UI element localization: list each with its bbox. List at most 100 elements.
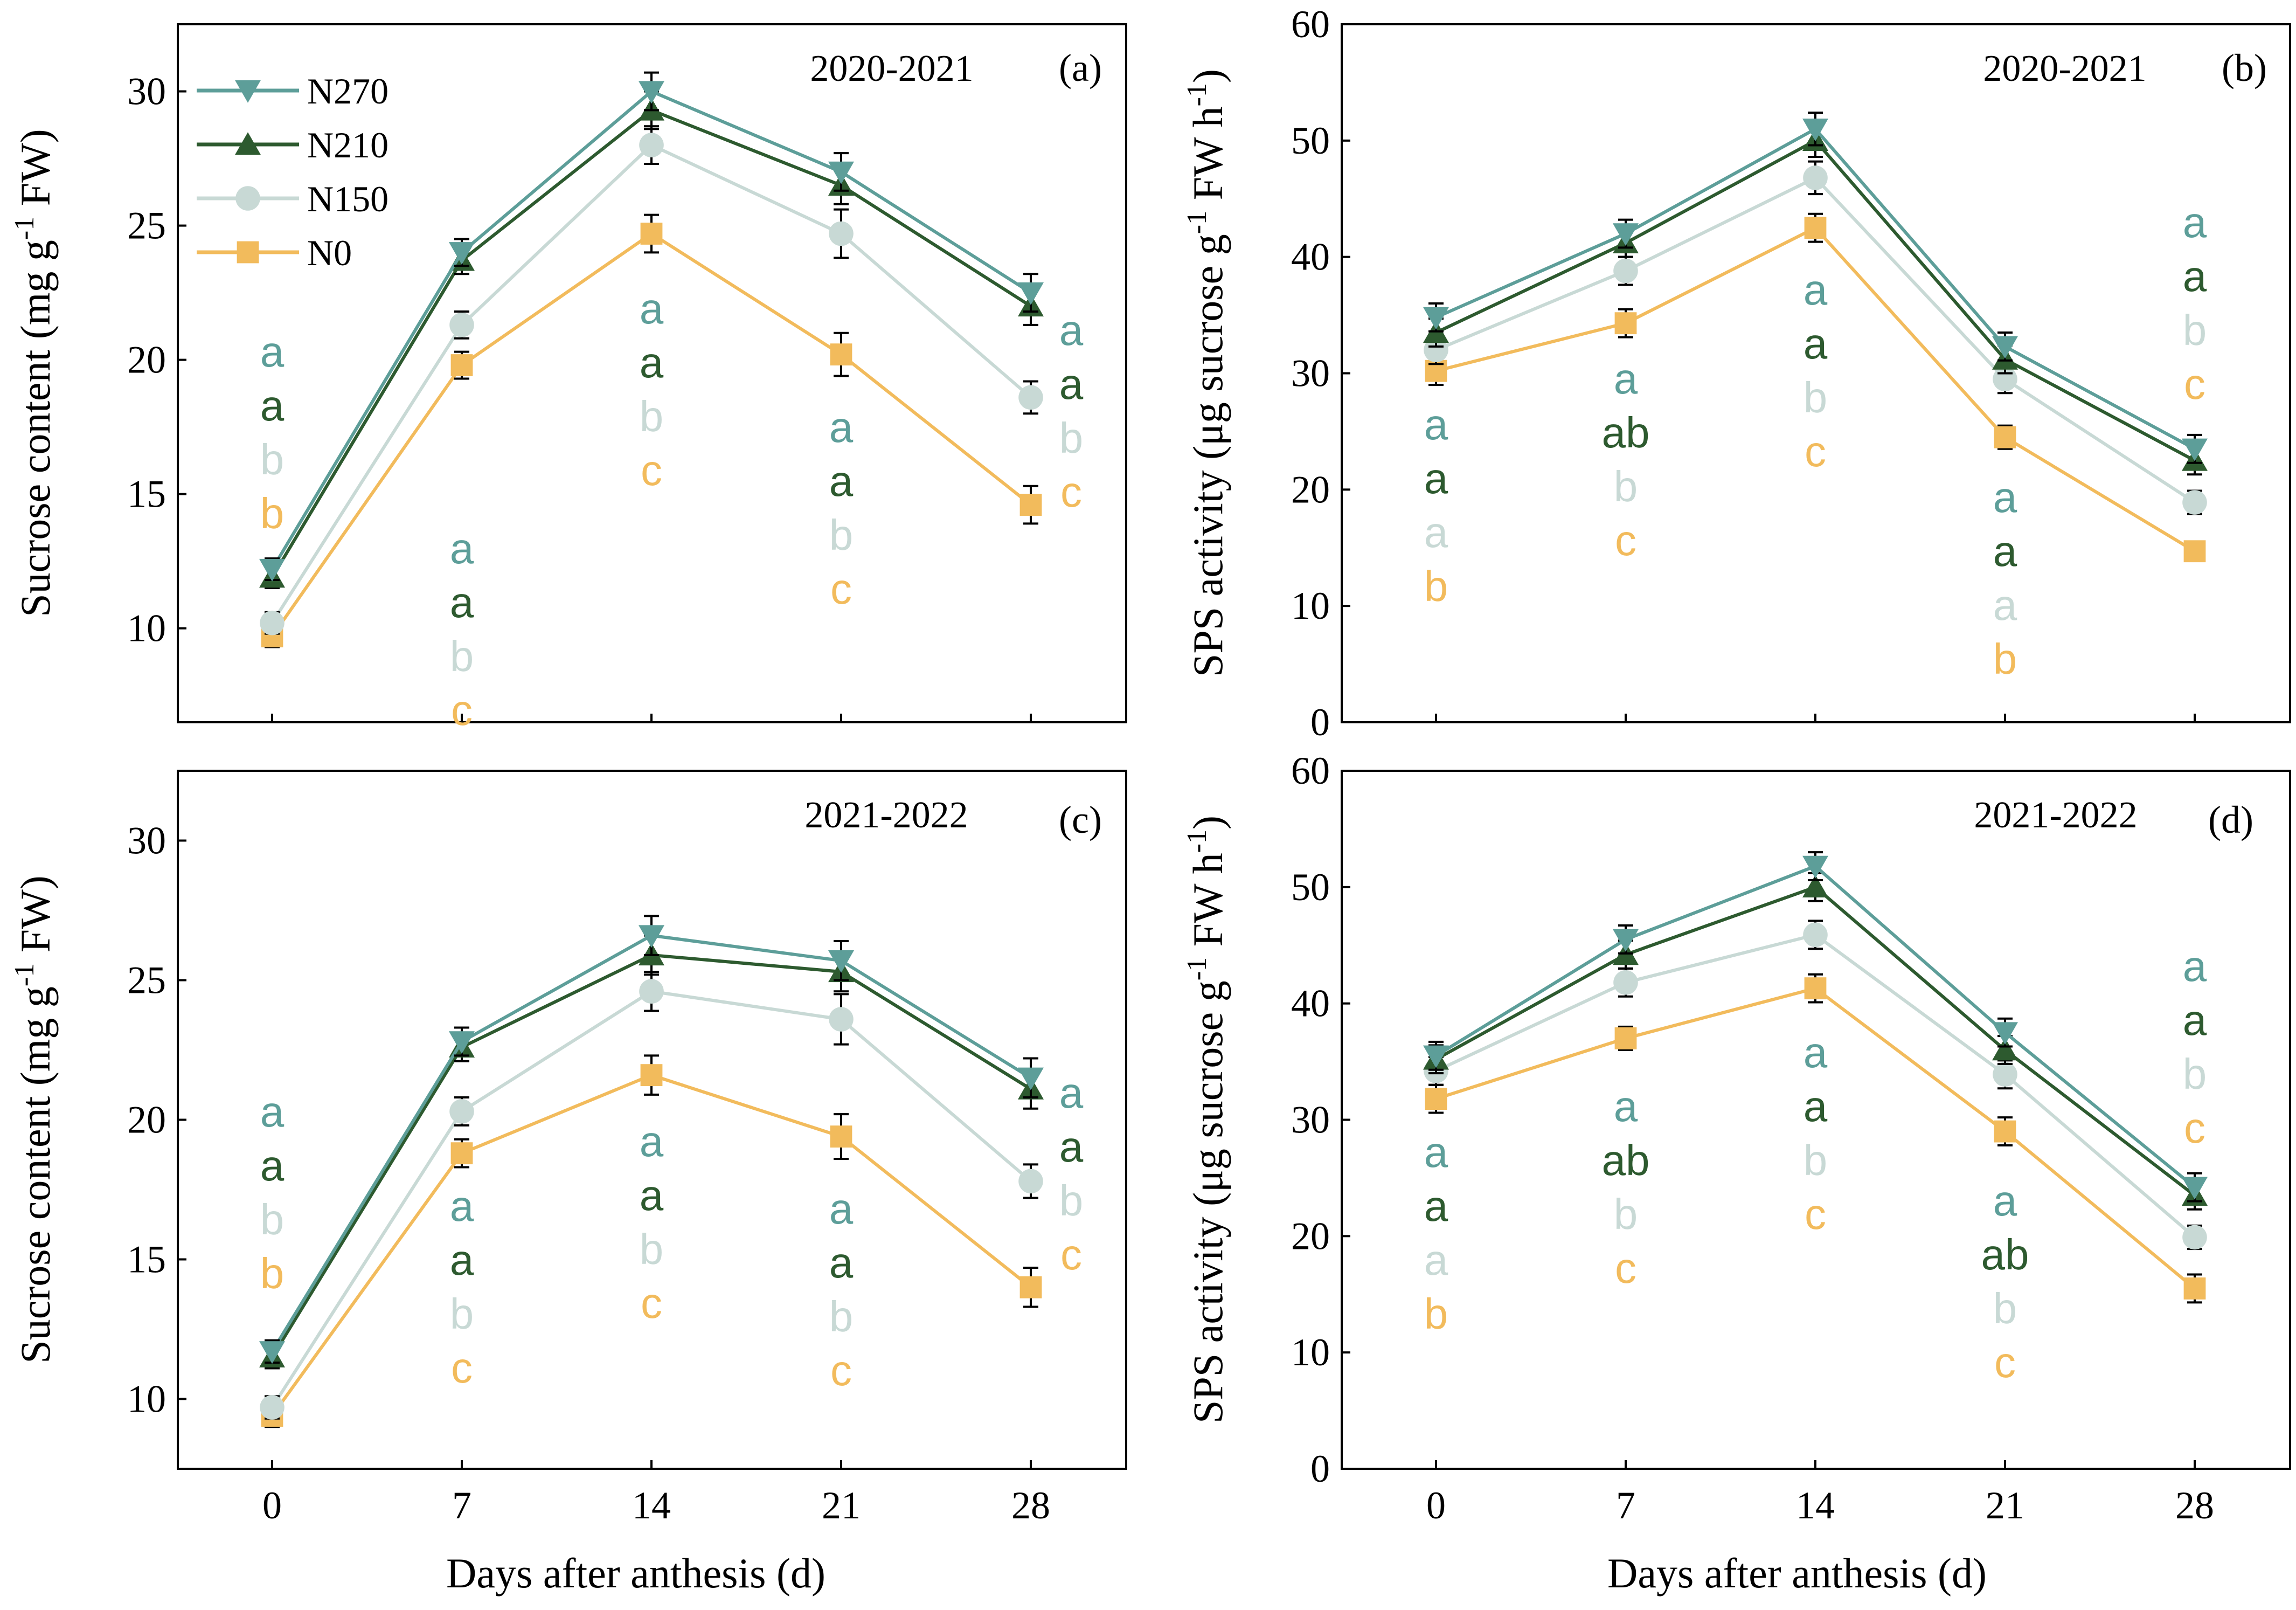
sig-letter-n210: a [260,1142,285,1190]
sig-letter-n150: b [829,511,854,559]
y-tick-label: 30 [1291,352,1330,395]
data-point [449,1031,475,1054]
data-point [1018,1169,1043,1194]
sig-letter-n210: a [829,1239,854,1287]
sig-letter-n0: b [260,489,285,537]
data-point [1424,337,1448,363]
data-point [1423,1045,1449,1068]
legend-item-n150: N150 [197,178,389,219]
series-n150 [260,970,1043,1420]
year-label: 2020-2021 [810,48,973,89]
x-tick-label: 0 [1426,1484,1446,1527]
data-point [450,1142,473,1165]
sig-letter-n0: b [1424,562,1448,610]
sig-letter-n210: a [1803,320,1828,368]
sig-letter-n270: a [260,1088,285,1136]
x-tick-label: 21 [1986,1484,2024,1527]
year-label: 2020-2021 [1983,48,2146,89]
data-point [1993,1062,2017,1087]
sig-letter-n270: a [1424,1128,1448,1176]
sig-letter-n0: b [1424,1290,1448,1338]
sig-letter-n150: b [260,1196,285,1243]
y-tick-label: 20 [127,338,166,382]
sig-letter-n270: a [2183,198,2207,246]
sig-letter-n0: c [830,1346,852,1394]
data-point [1613,970,1638,995]
sig-letter-n150: a [1993,581,2017,629]
data-point [2182,490,2207,515]
sig-letter-n210: ab [1602,409,1650,457]
sig-letter-n210: a [2183,996,2207,1044]
y-tick-label: 60 [1291,749,1330,792]
sig-letter-n150: b [450,632,474,680]
sig-letter-n150: b [2183,306,2207,354]
series-layer [1423,112,2208,563]
data-point [1992,1038,2018,1061]
data-point [1425,1088,1447,1110]
data-point [449,313,474,337]
sig-letter-n270: a [2183,942,2207,990]
y-tick-label: 30 [127,70,166,113]
sig-letter-n150: b [1803,1136,1828,1184]
data-point [1018,1067,1044,1090]
legend-label: N0 [307,232,352,273]
ticks: 0 10 20 30 40 50 60 [1291,3,2196,744]
data-point [450,354,473,376]
sig-letter-n150: a [1424,1236,1448,1284]
sig-letter-n210: a [1424,454,1448,502]
ticks: 10 15 20 25 30 [127,70,1032,722]
data-point [449,242,475,265]
data-point [1803,165,1828,190]
y-tick-label: 20 [127,1098,166,1142]
x-axis-title: Days after anthesis (d) [446,1550,826,1597]
series-layer [1423,851,2208,1304]
sig-letter-n270: a [640,1117,664,1165]
series-layer [259,71,1044,648]
data-point [1994,1120,2016,1143]
y-tick-label: 30 [127,819,166,862]
series-n270 [1423,851,2208,1203]
y-tick-label: 25 [127,204,166,247]
sig-letter-n150: b [1803,374,1828,421]
sig-letter-n210: ab [1981,1231,2029,1279]
sig-letter-n150: b [1614,1190,1638,1238]
y-axis-title: SPS activity (μg sucrose g-1 FW h-1) [1182,69,1231,677]
sig-letter-n270: a [640,285,664,333]
data-point [640,223,663,245]
sig-letter-n150: a [1424,508,1448,556]
data-point [1804,217,1827,239]
sig-letter-n210: a [1059,1123,1084,1171]
sig-letter-n270: a [1803,266,1828,314]
ticks: 0 10 20 30 40 50 60 0 7 14 21 28 [1291,749,2214,1527]
series-layer [259,915,1044,1428]
sig-letter-n0: c [1615,516,1636,564]
data-point [2183,540,2206,563]
data-point [1018,282,1044,305]
data-point [1803,922,1828,948]
data-point [1992,1022,2018,1045]
sig-letter-n150: b [1614,462,1638,510]
legend-item-n0: N0 [197,232,352,273]
x-tick-label: 28 [2175,1484,2214,1527]
data-point [1018,385,1043,410]
sig-letter-n270: a [1059,306,1084,354]
panel-label: (b) [2222,46,2267,89]
data-point [828,950,854,973]
x-tick-label: 7 [1616,1484,1635,1527]
legend-label: N150 [307,178,389,219]
data-point [1423,307,1449,330]
sig-letter-n210: a [1993,527,2017,575]
y-tick-label: 15 [127,1238,166,1281]
y-tick-label: 60 [1291,3,1330,46]
sig-letter-n0: c [1805,1190,1826,1238]
sig-letter-n0: c [451,1344,473,1392]
sig-letter-n210: a [2183,252,2207,300]
sig-letter-n150: b [1059,414,1084,462]
y-tick-label: 40 [1291,236,1330,279]
y-tick-label: 20 [1291,468,1330,511]
